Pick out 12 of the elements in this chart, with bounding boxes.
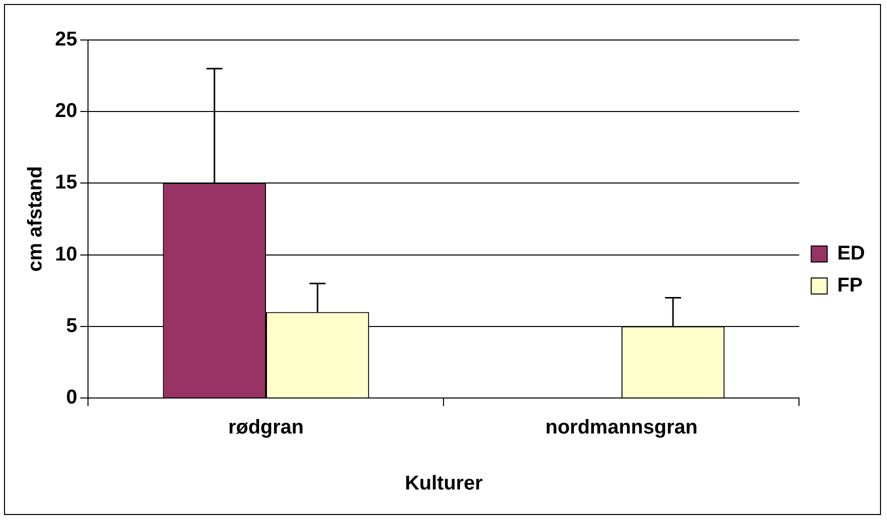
y-tick-label: 0 [66, 386, 78, 409]
y-axis-title: cm afstand [24, 166, 47, 272]
y-tick-label: 5 [66, 314, 78, 337]
y-tick-label: 25 [54, 28, 78, 51]
x-tick-label: rødgran [228, 416, 304, 439]
x-axis-title: Kulturer [404, 472, 483, 495]
x-tick-label: nordmannsgran [545, 416, 698, 439]
legend-label: ED [837, 242, 866, 265]
y-tick-label: 20 [54, 100, 78, 122]
y-tick-label: 15 [54, 172, 78, 194]
y-tick-label: 10 [54, 243, 78, 266]
legend-label: FP [837, 274, 863, 297]
